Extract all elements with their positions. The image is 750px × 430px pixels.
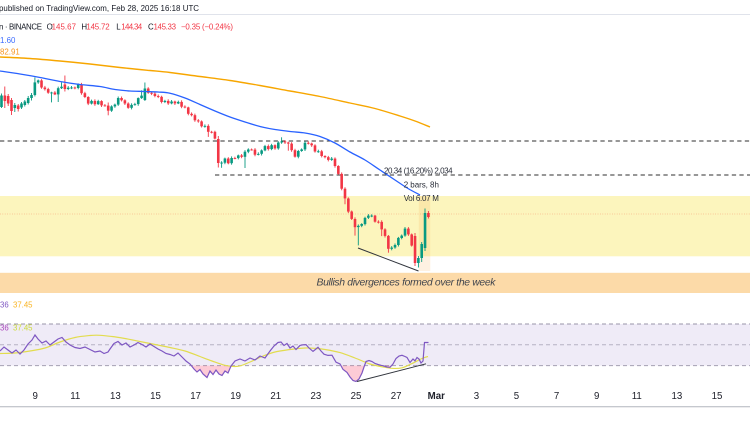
svg-text:20.34 (16.20%) 2,034: 20.34 (16.20%) 2,034 [384, 166, 453, 175]
svg-text:13: 13 [110, 391, 121, 402]
svg-text:15: 15 [712, 391, 723, 402]
svg-text:21: 21 [270, 391, 281, 402]
svg-text:36: 36 [0, 300, 9, 309]
svg-text:17: 17 [190, 391, 201, 402]
svg-text:L: L [116, 23, 121, 32]
svg-text:published on TradingView.com,: published on TradingView.com, Feb 28, 20… [0, 4, 199, 13]
svg-text:3: 3 [474, 391, 479, 402]
svg-text:Vol 6.07 M: Vol 6.07 M [404, 194, 440, 203]
svg-text:C: C [148, 23, 154, 32]
svg-text:1.60: 1.60 [0, 36, 16, 45]
svg-text:Bullish divergences formed ove: Bullish divergences formed over the week [317, 278, 497, 289]
svg-text:9: 9 [594, 391, 599, 402]
svg-text:37.45: 37.45 [13, 323, 33, 332]
svg-text:144.34: 144.34 [121, 23, 143, 32]
svg-text:15: 15 [150, 391, 161, 402]
svg-text:82.91: 82.91 [0, 48, 20, 57]
svg-text:Mar: Mar [428, 391, 445, 402]
svg-text:11: 11 [632, 391, 642, 402]
svg-text:23: 23 [311, 391, 322, 402]
svg-text:145.67: 145.67 [52, 23, 76, 32]
svg-text:−0.35 (−0.24%): −0.35 (−0.24%) [181, 23, 233, 32]
svg-text:25: 25 [351, 391, 362, 402]
svg-text:O: O [47, 23, 53, 32]
svg-text:11: 11 [70, 391, 80, 402]
svg-text:145.33: 145.33 [154, 23, 177, 32]
svg-text:37.45: 37.45 [13, 300, 33, 309]
svg-text:145.72: 145.72 [86, 23, 109, 32]
svg-text:13: 13 [672, 391, 683, 402]
svg-text:5: 5 [514, 391, 519, 402]
svg-text:n · BINANCE: n · BINANCE [0, 23, 42, 32]
svg-text:7: 7 [554, 391, 559, 402]
svg-text:27: 27 [391, 391, 402, 402]
svg-text:19: 19 [230, 391, 241, 402]
svg-text:9: 9 [33, 391, 38, 402]
svg-text:2 bars, 8h: 2 bars, 8h [404, 180, 439, 189]
svg-text:36: 36 [0, 323, 9, 332]
svg-text:H: H [81, 23, 87, 32]
